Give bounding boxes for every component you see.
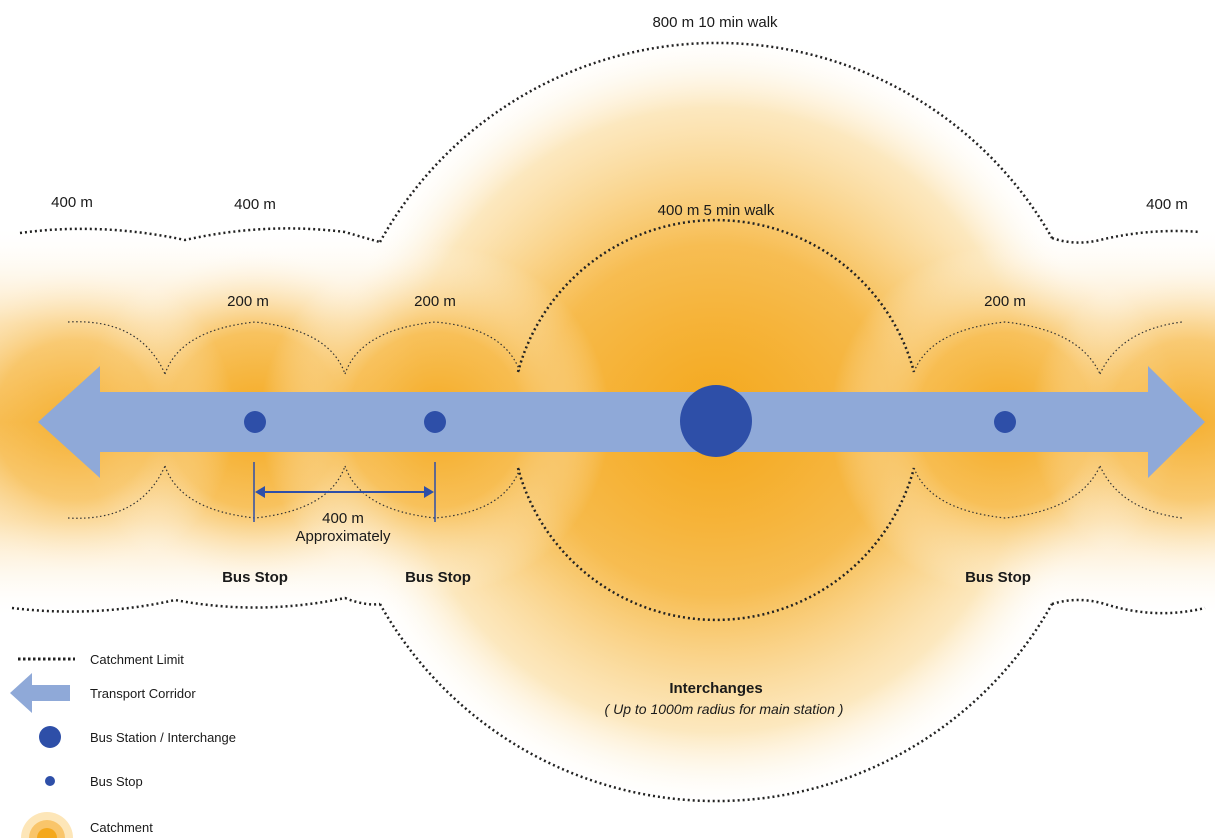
bus-stop-marker-1	[244, 411, 266, 433]
inner-walk-label: 400 m 5 min walk	[658, 202, 775, 219]
bus-stop-label-2: Bus Stop	[405, 569, 471, 586]
bus-stop-label-1: Bus Stop	[222, 569, 288, 586]
stop-radius-arcs	[67, 321, 1183, 519]
legend-bus-stop: Bus Stop	[90, 774, 143, 789]
catchment-swatch	[21, 812, 73, 838]
left-400m-label-b: 400 m	[234, 196, 276, 213]
radius-200m-label-1: 200 m	[227, 293, 269, 310]
transport-corridor-arrow	[38, 366, 1205, 478]
left-400m-label-a: 400 m	[51, 194, 93, 211]
right-400m-label: 400 m	[1146, 196, 1188, 213]
spacing-value-label: 400 m	[322, 510, 364, 527]
interchanges-note: ( Up to 1000m radius for main station )	[605, 701, 844, 717]
outer-walk-label: 800 m 10 min walk	[652, 14, 778, 31]
inner-walk-circle	[516, 218, 916, 622]
stop-spacing-dimension	[253, 462, 436, 522]
legend-transport-corridor: Transport Corridor	[90, 686, 196, 701]
bus-stop-marker-2	[424, 411, 446, 433]
bus-stop-swatch	[45, 776, 55, 786]
spacing-note-label: Approximately	[295, 528, 391, 545]
outer-catchment-limit	[11, 41, 1206, 803]
bus-station-swatch	[39, 726, 61, 748]
legend: Catchment Limit Transport Corridor Bus S…	[10, 652, 236, 838]
bus-station-marker	[680, 385, 752, 457]
interchanges-title: Interchanges	[669, 680, 762, 697]
radius-200m-label-3: 200 m	[984, 293, 1026, 310]
bus-stop-label-3: Bus Stop	[965, 569, 1031, 586]
legend-catchment-limit: Catchment Limit	[90, 652, 184, 667]
legend-catchment: Catchment	[90, 820, 153, 835]
transport-corridor-swatch	[10, 673, 70, 713]
radius-200m-label-2: 200 m	[414, 293, 456, 310]
bus-stop-marker-3	[994, 411, 1016, 433]
legend-bus-station: Bus Station / Interchange	[90, 730, 236, 745]
